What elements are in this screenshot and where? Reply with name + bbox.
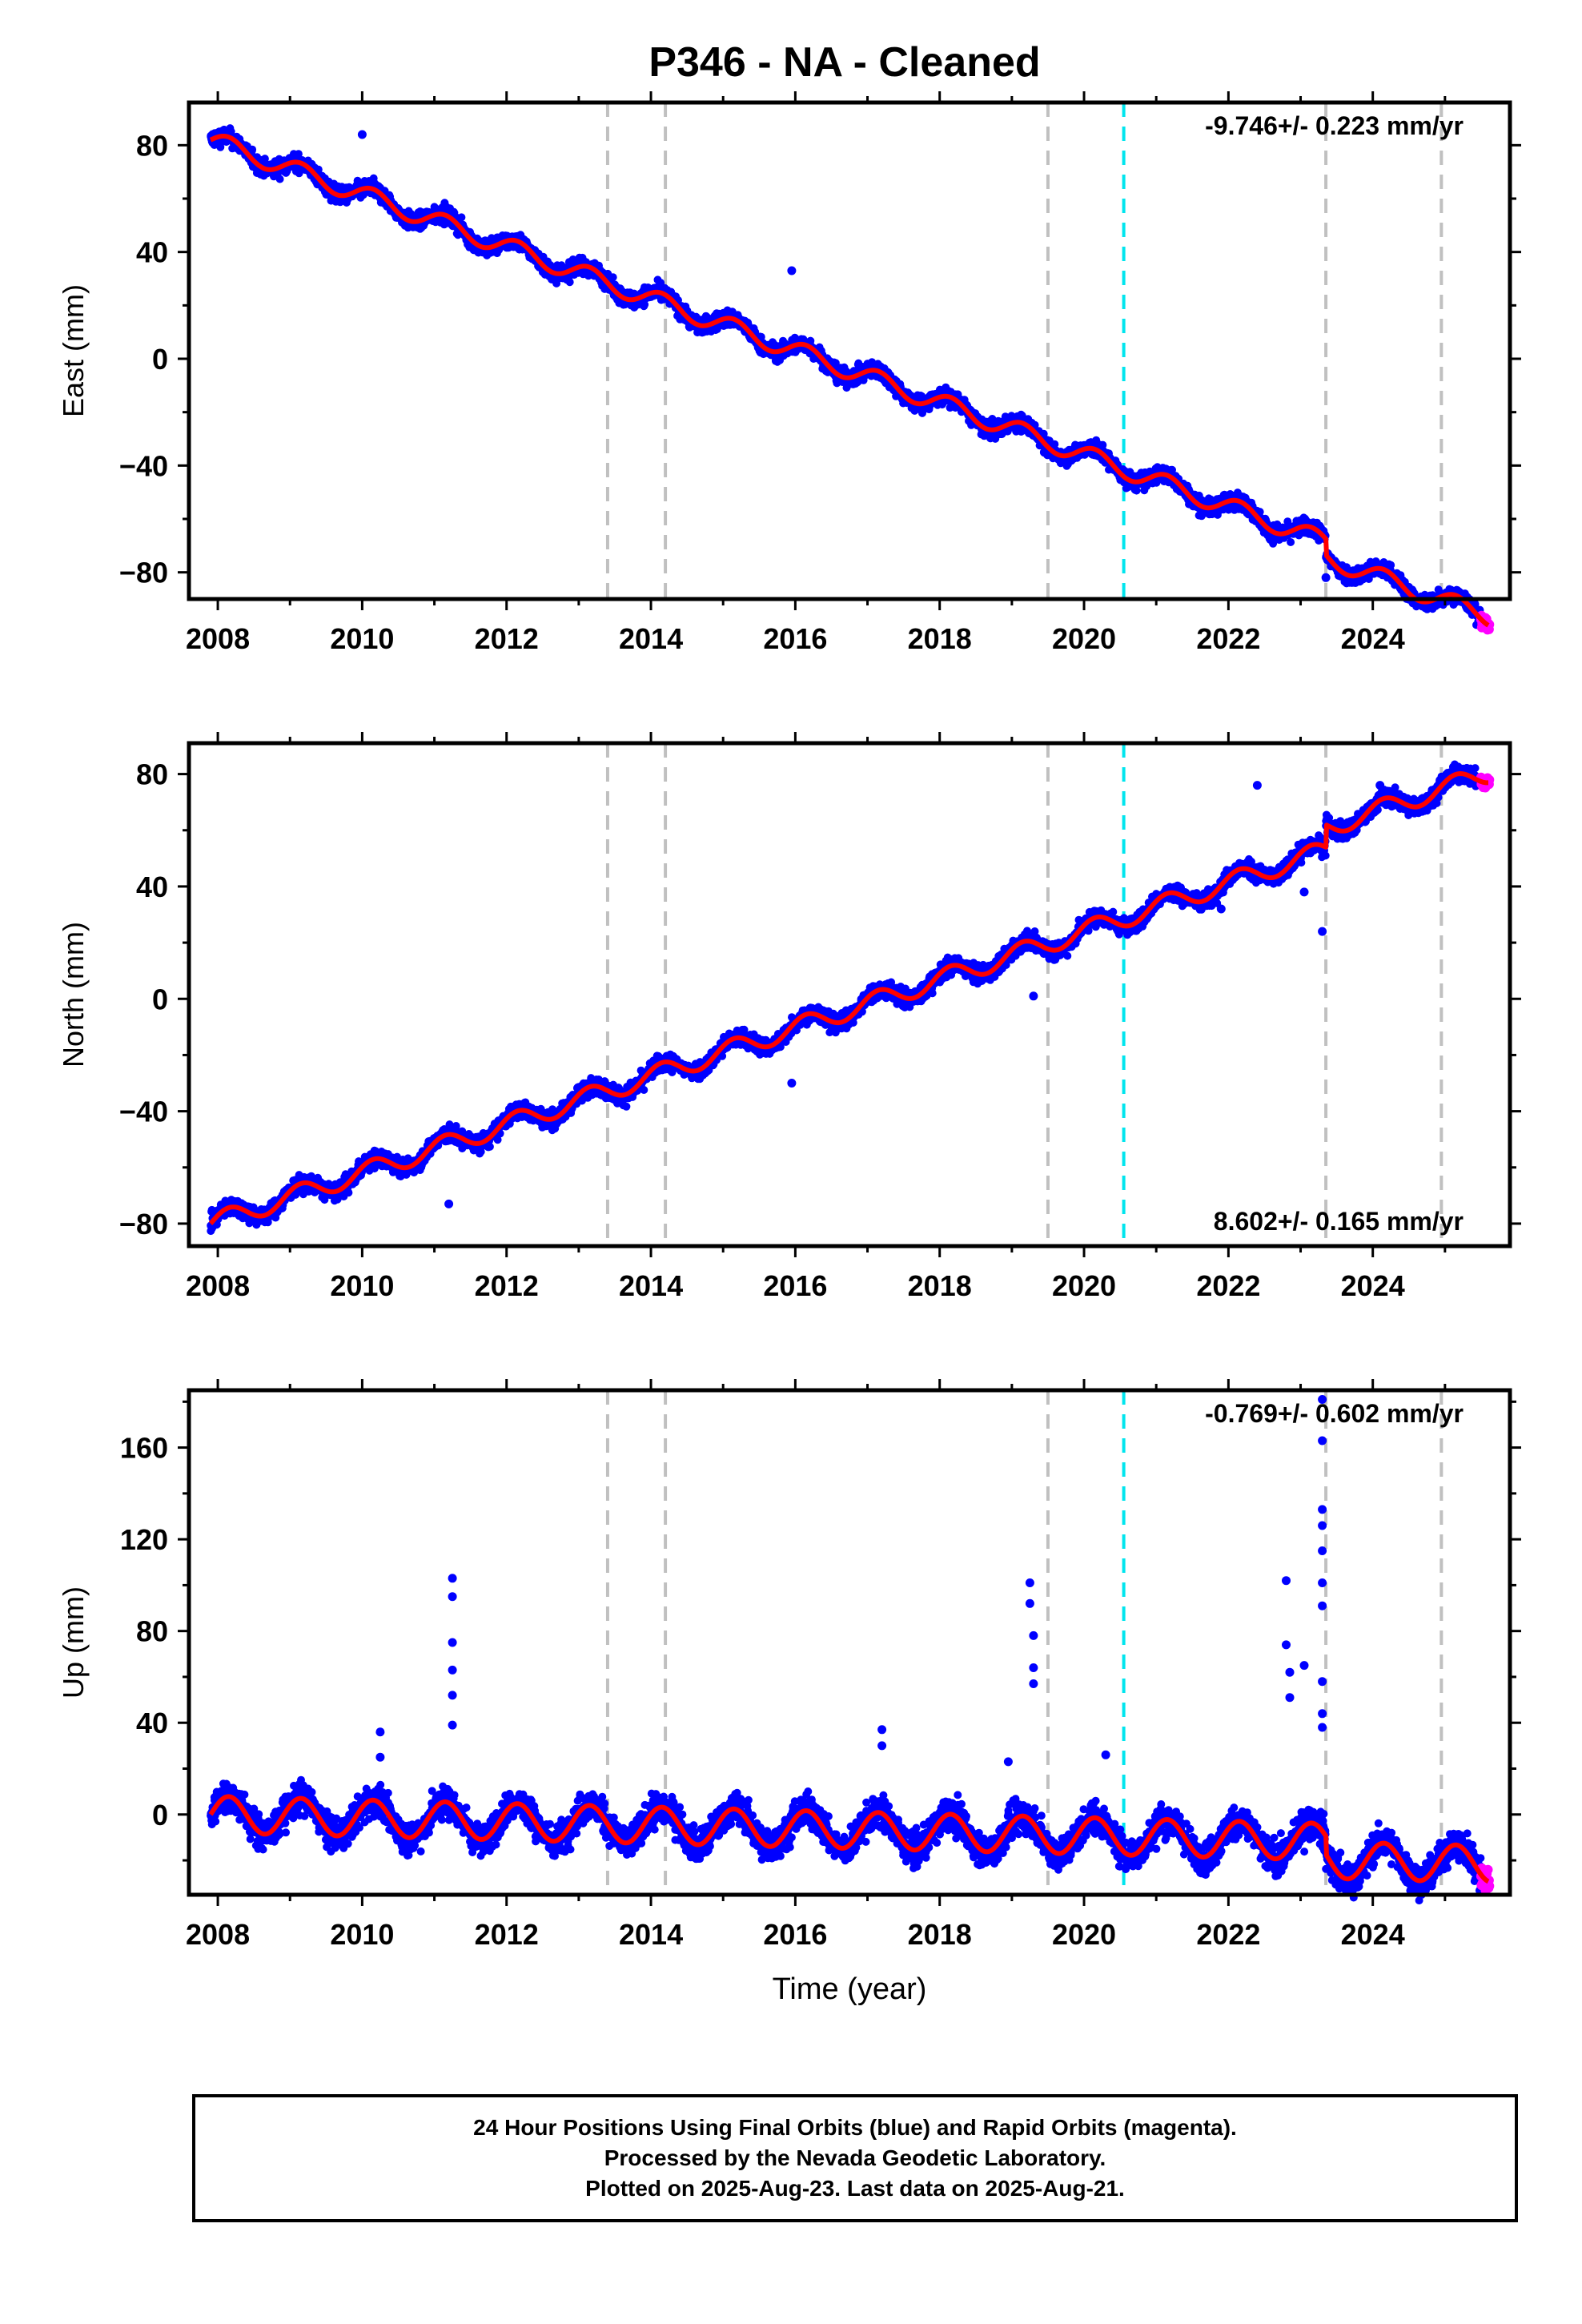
x-tick-label: 2020 (1052, 1918, 1116, 1951)
x-tick-label: 2018 (908, 1269, 972, 1302)
x-tick-label: 2010 (330, 1918, 394, 1951)
x-tick-label: 2010 (330, 622, 394, 655)
y-tick-label: 0 (152, 343, 168, 376)
model-fit-line (209, 134, 1490, 628)
model-fit-line (208, 771, 1490, 1226)
x-tick-label: 2012 (475, 622, 539, 655)
x-tick-label: 2020 (1052, 1269, 1116, 1302)
footer-box: 24 Hour Positions Using Final Orbits (bl… (192, 2094, 1518, 2222)
x-tick-label: 2018 (908, 622, 972, 655)
x-tick-label: 2014 (619, 1269, 683, 1302)
x-tick-label: 2014 (619, 1918, 683, 1951)
y-tick-label: 0 (152, 1799, 168, 1831)
velocity-label: 8.602+/- 0.165 mm/yr (1214, 1207, 1464, 1236)
x-tick-label: 2020 (1052, 622, 1116, 655)
x-tick-label: 2014 (619, 622, 683, 655)
velocity-label: -0.769+/- 0.602 mm/yr (1205, 1399, 1464, 1428)
plot-frame (187, 100, 1512, 601)
y-axis-label: North (mm) (57, 922, 90, 1068)
footer-line-1: 24 Hour Positions Using Final Orbits (bl… (473, 2115, 1237, 2140)
x-tick-label: 2024 (1341, 622, 1405, 655)
y-tick-label: −40 (119, 449, 168, 482)
plot-frame (187, 741, 1512, 1248)
y-tick-label: −80 (119, 1208, 168, 1240)
y-axis-label: East (mm) (57, 284, 90, 417)
x-tick-label: 2024 (1341, 1269, 1405, 1302)
x-tick-label: 2008 (186, 622, 250, 655)
plot-panel-east (178, 91, 1521, 635)
final-orbit-points (207, 760, 1485, 1236)
x-tick-label: 2022 (1196, 622, 1260, 655)
y-axis-label: Up (mm) (57, 1586, 90, 1699)
y-tick-label: 160 (120, 1432, 168, 1465)
plot-panel-north (178, 732, 1521, 1257)
y-tick-label: 80 (136, 1615, 168, 1648)
y-tick-label: 40 (136, 870, 168, 903)
y-tick-label: 40 (136, 236, 168, 269)
x-tick-label: 2018 (908, 1918, 972, 1951)
y-tick-label: 80 (136, 758, 168, 791)
x-tick-label: 2012 (475, 1918, 539, 1951)
x-tick-label: 2008 (186, 1269, 250, 1302)
y-tick-label: 80 (136, 129, 168, 162)
y-tick-label: 0 (152, 983, 168, 1015)
page-title: P346 - NA - Cleaned (648, 39, 1041, 86)
x-tick-label: 2022 (1196, 1918, 1260, 1951)
x-tick-label: 2022 (1196, 1269, 1260, 1302)
footer-line-2: Processed by the Nevada Geodetic Laborat… (604, 2145, 1106, 2170)
y-tick-label: −40 (119, 1096, 168, 1128)
footer-line-3: Plotted on 2025-Aug-23. Last data on 202… (585, 2176, 1125, 2201)
velocity-label: -9.746+/- 0.223 mm/yr (1205, 111, 1464, 140)
x-tick-label: 2010 (330, 1269, 394, 1302)
x-tick-label: 2016 (763, 1918, 827, 1951)
x-axis-label: Time (year) (773, 1972, 927, 2006)
y-tick-label: 40 (136, 1707, 168, 1739)
x-tick-label: 2016 (763, 1269, 827, 1302)
x-tick-label: 2012 (475, 1269, 539, 1302)
plot-panel-up (178, 1379, 1521, 1906)
plot-frame (187, 1388, 1512, 1897)
model-fit-line (208, 1794, 1490, 1884)
x-tick-label: 2008 (186, 1918, 250, 1951)
y-tick-label: −80 (119, 557, 168, 589)
y-tick-label: 120 (120, 1523, 168, 1556)
x-tick-label: 2016 (763, 622, 827, 655)
x-tick-label: 2024 (1341, 1918, 1405, 1951)
